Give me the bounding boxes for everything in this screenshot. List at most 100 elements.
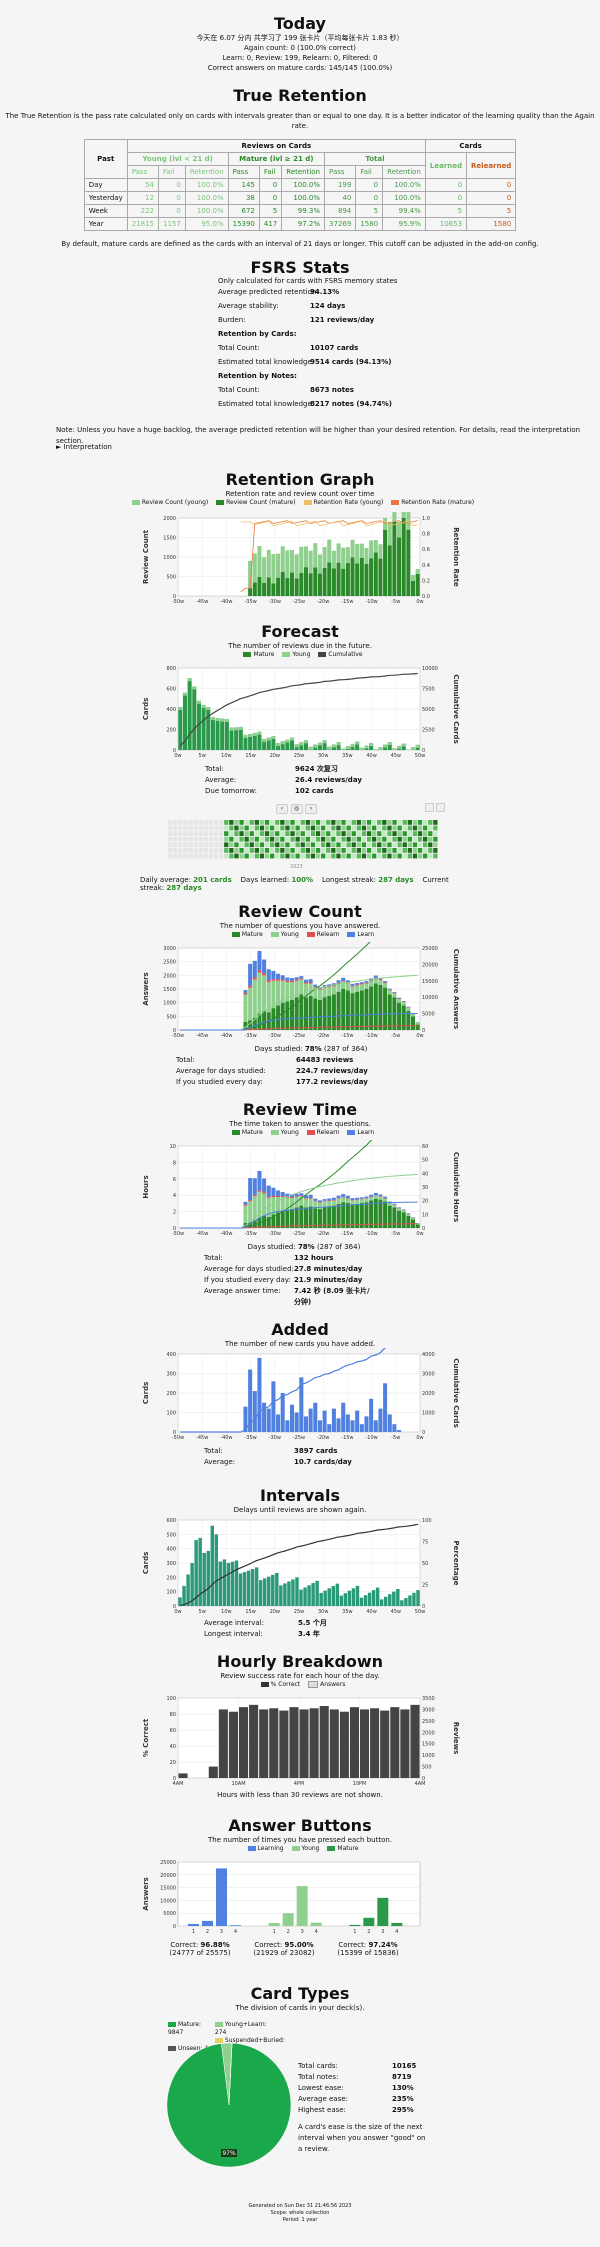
x-tick-label: -35w bbox=[244, 599, 256, 605]
heatmap-cell bbox=[377, 848, 382, 853]
x-tick-label: 30w bbox=[318, 1609, 328, 1615]
heatmap-cell bbox=[387, 820, 392, 825]
bar-added bbox=[294, 1412, 299, 1432]
y-tick-label: 6 bbox=[173, 1177, 176, 1183]
bar-young bbox=[387, 990, 392, 995]
heatmap-cell bbox=[423, 842, 428, 848]
bar-learn bbox=[280, 1192, 285, 1197]
bar-answers bbox=[349, 1707, 359, 1778]
y2-tick-label: 2500 bbox=[422, 728, 435, 734]
heatmap-cell bbox=[213, 820, 219, 825]
heatmap-cell bbox=[377, 831, 382, 836]
bar-young bbox=[229, 727, 234, 731]
bar-relearn bbox=[285, 980, 290, 983]
interpretation-toggle[interactable]: ► Interpretation bbox=[56, 443, 112, 451]
bar-mature bbox=[289, 999, 295, 1030]
bar-button-3 bbox=[296, 1886, 308, 1926]
bar-added bbox=[364, 1416, 369, 1432]
bar-young bbox=[378, 746, 383, 750]
bar-relearn bbox=[369, 980, 374, 982]
y2-axis-label: Cumulative Cards bbox=[452, 674, 460, 744]
legend-swatch bbox=[270, 1130, 279, 1135]
y2-tick-label: 0.4 bbox=[422, 563, 430, 569]
heatmap-option-icon[interactable] bbox=[435, 803, 445, 812]
bar-answers bbox=[380, 1710, 390, 1778]
bar-young bbox=[299, 1196, 304, 1206]
heatmap-cell bbox=[305, 842, 310, 848]
bar-mature bbox=[322, 567, 327, 596]
x-tick-label: -50w bbox=[172, 1435, 184, 1441]
cell: 0 bbox=[158, 178, 186, 192]
bar-answers bbox=[329, 1709, 339, 1778]
bar-learn bbox=[257, 1171, 262, 1191]
bar-young bbox=[285, 1197, 290, 1210]
next-year-button[interactable]: › bbox=[305, 804, 318, 814]
heatmap-cell bbox=[208, 825, 214, 831]
heatmap-cell bbox=[280, 820, 285, 825]
bar-mature bbox=[285, 1001, 290, 1030]
bar-interval bbox=[190, 1563, 194, 1606]
heatmap-option-icon[interactable] bbox=[425, 803, 434, 812]
fsrs-rows: Average predicted retention: 94.13% Avera… bbox=[218, 287, 418, 413]
bar-young bbox=[313, 987, 318, 999]
x-tick-label: 0w bbox=[174, 1609, 181, 1615]
heatmap-cell bbox=[366, 848, 372, 853]
bar-interval bbox=[339, 1595, 344, 1606]
bar-mature bbox=[355, 741, 360, 750]
bar-young bbox=[331, 550, 336, 569]
heatmap-cell bbox=[285, 848, 290, 853]
y-axis-label: Review Count bbox=[142, 529, 150, 584]
bar-learn bbox=[271, 970, 276, 980]
bar-mature bbox=[280, 741, 285, 750]
today-button[interactable]: ◎ bbox=[290, 804, 303, 814]
heatmap-cell bbox=[270, 825, 275, 831]
bar-young bbox=[262, 1193, 267, 1216]
bar-mature bbox=[341, 568, 346, 596]
stat-row: Total: 9624 次复习 bbox=[205, 765, 338, 773]
bar-answers bbox=[279, 1710, 289, 1778]
bar-young bbox=[224, 719, 229, 723]
heatmap-cell bbox=[193, 831, 198, 836]
days-studied-value: 78% bbox=[304, 1045, 322, 1053]
heatmap-cell bbox=[402, 820, 407, 825]
th-total-pass: Pass bbox=[324, 165, 357, 179]
bar-interval bbox=[404, 1598, 408, 1606]
bar-young bbox=[294, 554, 299, 579]
bar-young bbox=[369, 540, 374, 559]
bar-answers bbox=[218, 1709, 228, 1778]
bar-mature bbox=[303, 740, 309, 750]
heatmap-cell bbox=[173, 848, 178, 853]
bar-mature bbox=[336, 742, 341, 750]
bar-young bbox=[317, 989, 322, 1000]
review-count-title: Review Count bbox=[238, 902, 362, 921]
bar-mature bbox=[317, 999, 322, 1030]
heatmap-cell bbox=[341, 842, 346, 848]
answer-buttons-title: Answer Buttons bbox=[228, 1816, 372, 1835]
prev-year-button[interactable]: ‹ bbox=[276, 804, 288, 814]
true-retention-desc: The True Retention is the pass rate calc… bbox=[5, 112, 595, 130]
bar-relearn bbox=[341, 980, 346, 982]
bar-learn bbox=[378, 1194, 383, 1197]
bar-young bbox=[341, 547, 346, 569]
bar-mature bbox=[341, 1202, 346, 1228]
x-tick-label: -35w bbox=[244, 1435, 256, 1441]
heatmap-cell bbox=[377, 825, 382, 831]
bar-young bbox=[327, 1200, 332, 1207]
bar-relearn bbox=[373, 1195, 378, 1196]
heatmap-cell bbox=[407, 820, 412, 825]
bar-young bbox=[289, 982, 295, 1000]
bar-young bbox=[415, 1022, 420, 1025]
button-label: 3 bbox=[220, 1929, 223, 1935]
bar-relearn bbox=[350, 985, 355, 987]
bar-learn bbox=[387, 1201, 392, 1203]
bar-mature bbox=[331, 568, 336, 596]
y-tick-label: 20000 bbox=[160, 1873, 176, 1879]
forecast-sub: The number of reviews due in the future. bbox=[228, 642, 372, 650]
bar-mature bbox=[248, 588, 253, 596]
heatmap-cell bbox=[387, 825, 392, 831]
heatmap-cell bbox=[310, 836, 316, 842]
bar-interval bbox=[367, 1592, 372, 1606]
x-tick-label: 0w bbox=[416, 1435, 423, 1441]
bar-relearn bbox=[378, 1196, 383, 1197]
